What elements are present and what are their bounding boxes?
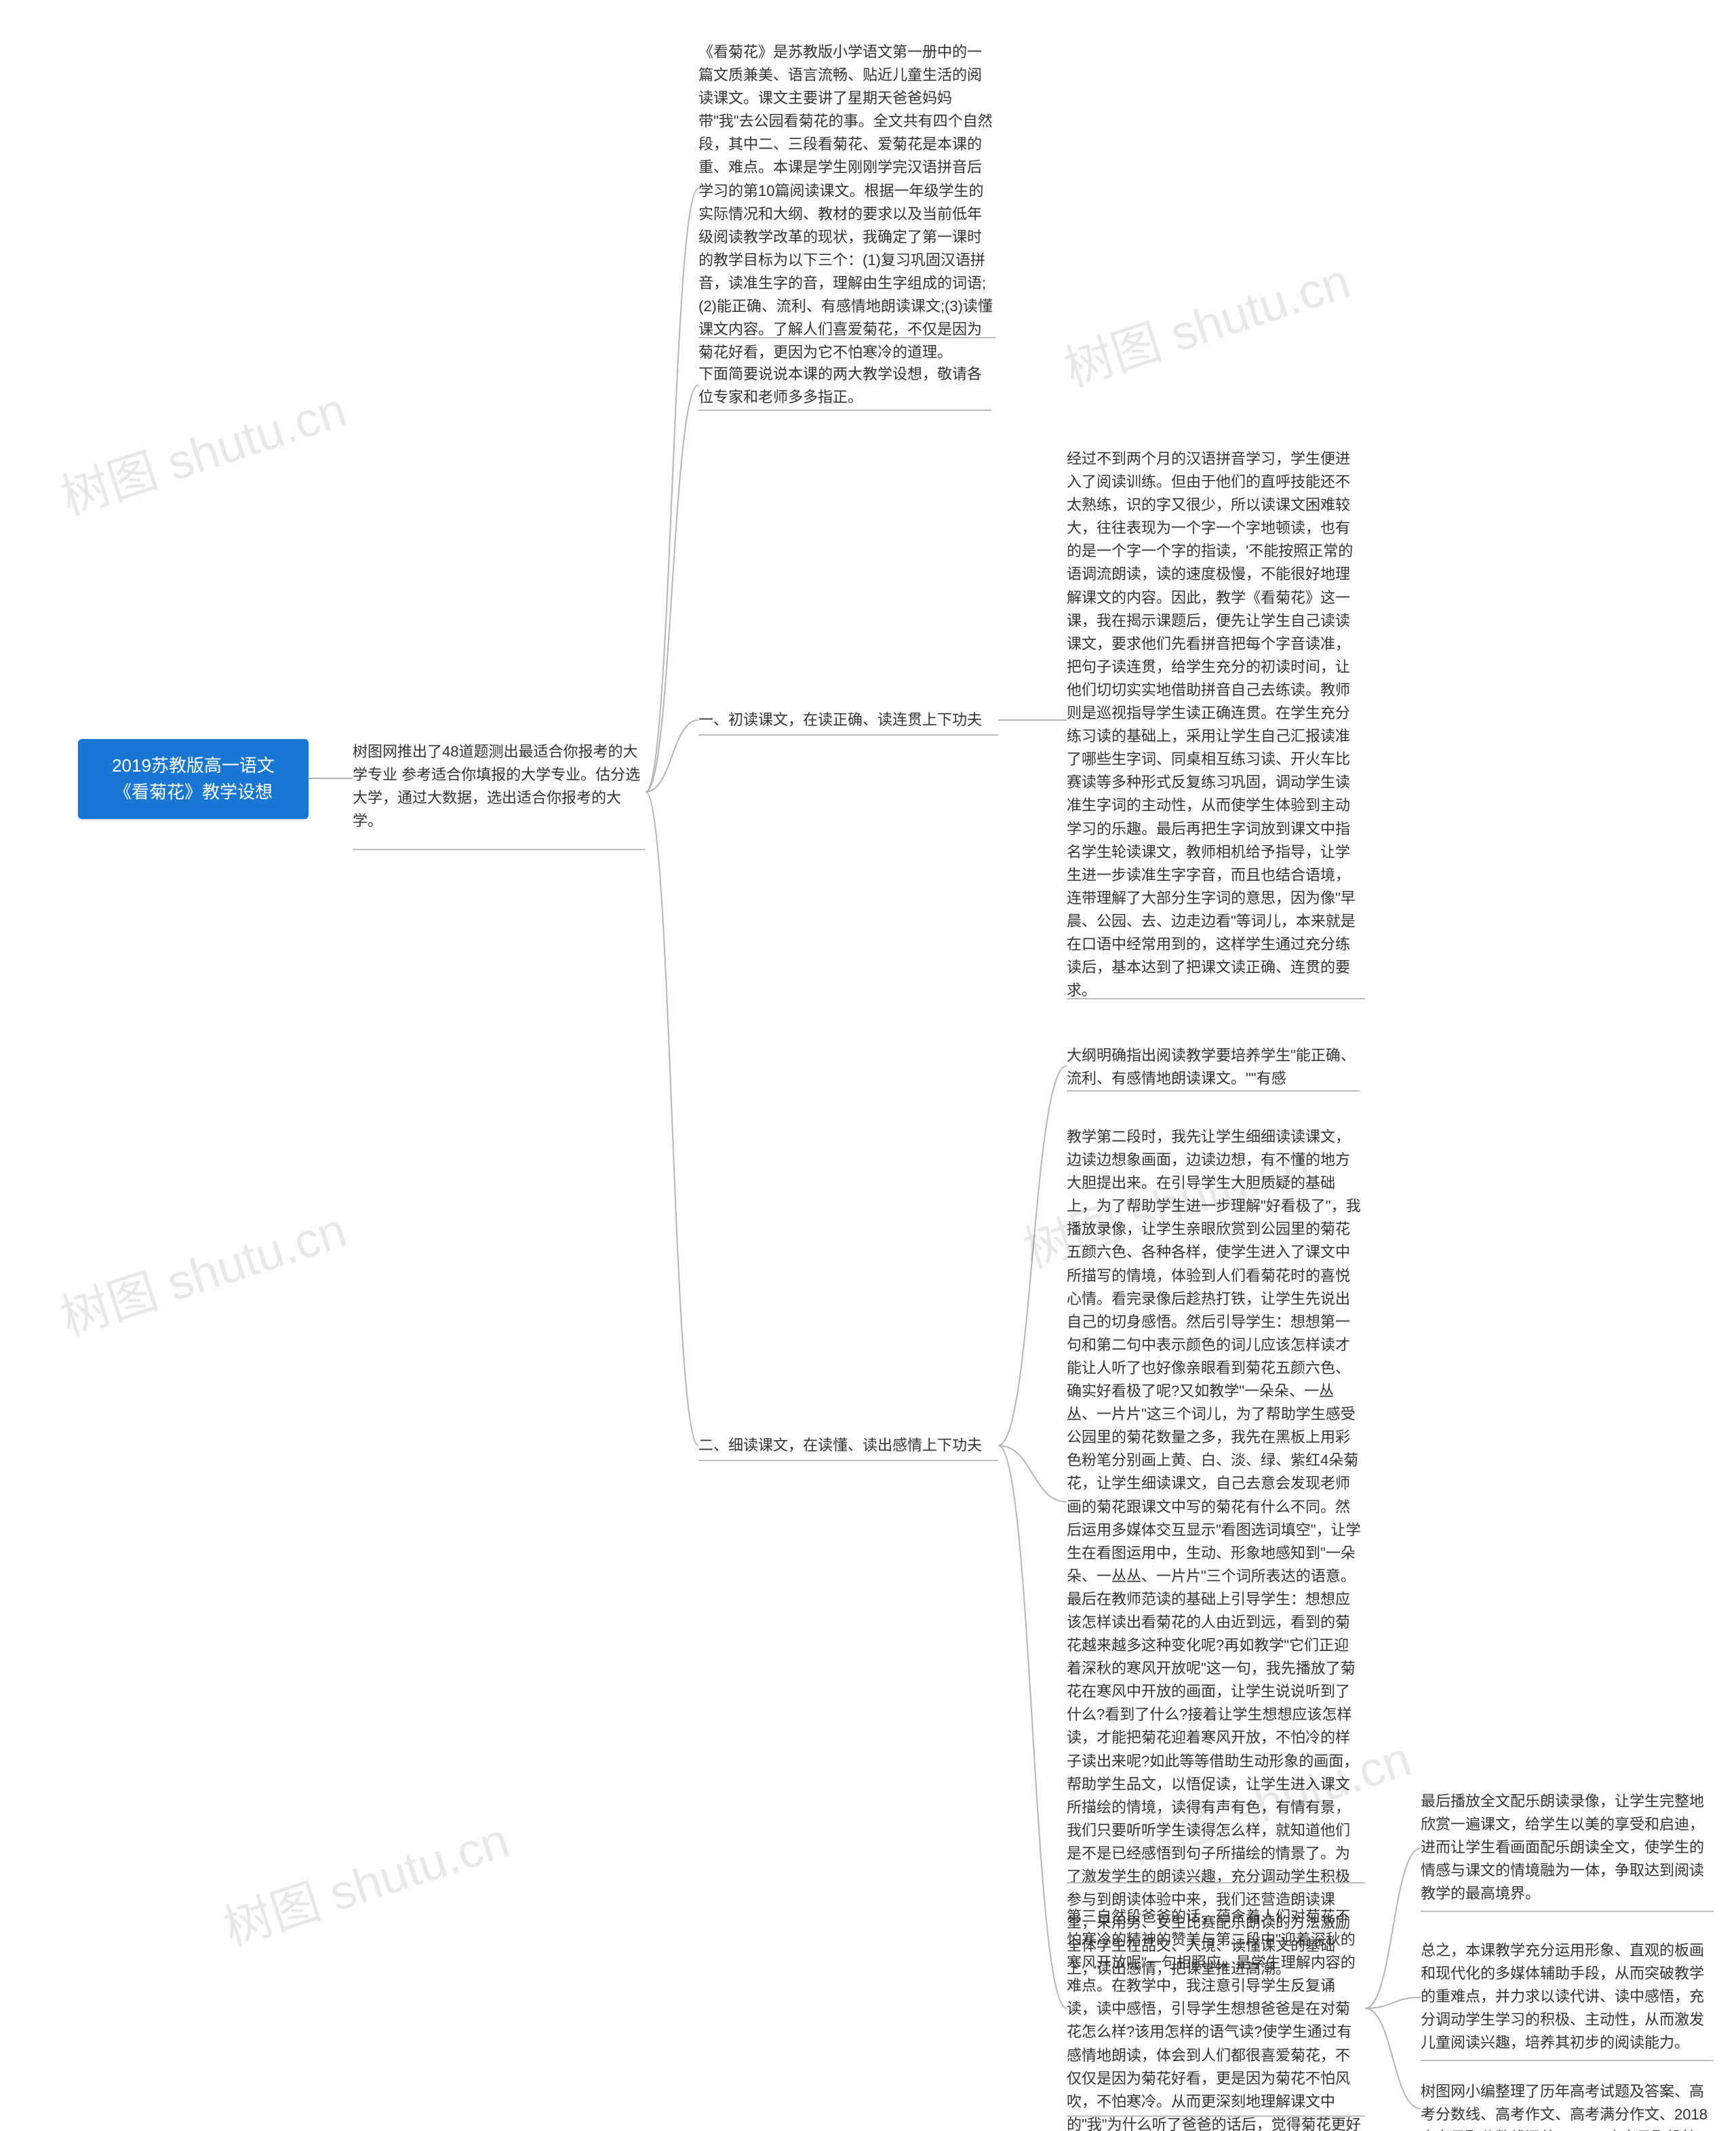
watermark: 树图 shutu.cn	[50, 370, 353, 529]
watermark: 树图 shutu.cn	[1054, 241, 1357, 400]
leaf-2-text: 总之，本课教学充分运用形象、直观的板画和现代化的多媒体辅助手段，从而突破教学的重…	[1421, 1942, 1704, 2051]
branch-intro-1-text: 《看菊花》是苏教版小学语文第一册中的一篇文质兼美、语言流畅、贴近儿童生活的阅读课…	[698, 43, 993, 361]
watermark: 树图 shutu.cn	[50, 1190, 353, 1349]
node-underline	[698, 734, 998, 736]
watermark: 树图 shutu.cn	[213, 1800, 516, 1959]
level1-node[interactable]: 树图网推出了48道题测出最适合你报考的大学专业 参考适合你填报的大学专业。估分选…	[353, 740, 644, 833]
branch-intro-2-text: 下面简要说说本课的两大教学设想，敬请各位专家和老师多多指正。	[698, 365, 982, 405]
node-underline	[1067, 1090, 1360, 1092]
root-node[interactable]: 2019苏教版高一语文《看菊花》教学设想	[78, 739, 309, 819]
node-underline	[698, 410, 991, 411]
leaf-1-text: 最后播放全文配乐朗读录像，让学生完整地欣赏一遍课文，给学生以美的享受和启迪，进而…	[1421, 1793, 1704, 1902]
branch-section-1[interactable]: 一、初读课文，在读正确、读连贯上下功夫	[698, 709, 997, 732]
root-label: 2019苏教版高一语文《看菊花》教学设想	[112, 755, 275, 802]
branch-intro-2[interactable]: 下面简要说说本课的两大教学设想，敬请各位专家和老师多多指正。	[698, 363, 990, 409]
branch-section-2-child-2-text: 教学第二段时，我先让学生细细读读课文，边读边想象画面，边读边想，有不懂的地方大胆…	[1067, 1128, 1361, 1977]
node-underline	[1067, 998, 1365, 999]
branch-section-1-child-text: 经过不到两个月的汉语拼音学习，学生便进入了阅读训练。但由于他们的直呼技能还不太熟…	[1067, 450, 1356, 999]
branch-intro-1[interactable]: 《看菊花》是苏教版小学语文第一册中的一篇文质兼美、语言流畅、贴近儿童生活的阅读课…	[698, 41, 993, 364]
node-underline	[1421, 1911, 1714, 1912]
leaf-1[interactable]: 最后播放全文配乐朗读录像，让学生完整地欣赏一遍课文，给学生以美的享受和启迪，进而…	[1421, 1790, 1712, 1905]
level1-text: 树图网推出了48道题测出最适合你报考的大学专业 参考适合你填报的大学专业。估分选…	[353, 743, 640, 829]
branch-section-2-child-1[interactable]: 大纲明确指出阅读教学要培养学生"能正确、流利、有感情地朗读课文。""有感	[1067, 1044, 1358, 1090]
branch-section-1-text: 一、初读课文，在读正确、读连贯上下功夫	[698, 711, 982, 728]
node-underline	[353, 849, 646, 850]
node-underline	[698, 337, 995, 338]
branch-section-2-child-1-text: 大纲明确指出阅读教学要培养学生"能正确、流利、有感情地朗读课文。""有感	[1067, 1047, 1356, 1087]
node-underline	[698, 1460, 998, 1461]
branch-section-1-child[interactable]: 经过不到两个月的汉语拼音学习，学生便进入了阅读训练。但由于他们的直呼技能还不太熟…	[1067, 447, 1364, 1002]
branch-section-2-child-3-text: 第三自然段爸爸的话，蕴含着人们对菊花不怕寒冷的精神的赞美与第二段中"迎着深秋的寒…	[1067, 1908, 1361, 2131]
branch-section-2-text: 二、细读课文，在读懂、读出感情上下功夫	[698, 1437, 982, 1454]
branch-section-2[interactable]: 二、细读课文，在读懂、读出感情上下功夫	[698, 1434, 997, 1457]
leaf-3[interactable]: 树图网小编整理了历年高考试题及答案、高考分数线、高考作文、高考满分作文、2018…	[1421, 2080, 1712, 2131]
mindmap-canvas: 2019苏教版高一语文《看菊花》教学设想 树图网推出了48道题测出最适合你报考的…	[0, 0, 1736, 2131]
branch-section-2-child-3[interactable]: 第三自然段爸爸的话，蕴含着人们对菊花不怕寒冷的精神的赞美与第二段中"迎着深秋的寒…	[1067, 1905, 1364, 2131]
node-underline	[1067, 1882, 1365, 1884]
leaf-2[interactable]: 总之，本课教学充分运用形象、直观的板画和现代化的多媒体辅助手段，从而突破教学的重…	[1421, 1939, 1712, 2054]
node-underline	[1067, 2115, 1365, 2117]
branch-section-2-child-2[interactable]: 教学第二段时，我先让学生细细读读课文，边读边想象画面，边读边想，有不懂的地方大胆…	[1067, 1126, 1364, 1980]
leaf-3-text: 树图网小编整理了历年高考试题及答案、高考分数线、高考作文、高考满分作文、2018…	[1421, 2083, 1708, 2131]
node-underline	[1421, 2060, 1714, 2061]
